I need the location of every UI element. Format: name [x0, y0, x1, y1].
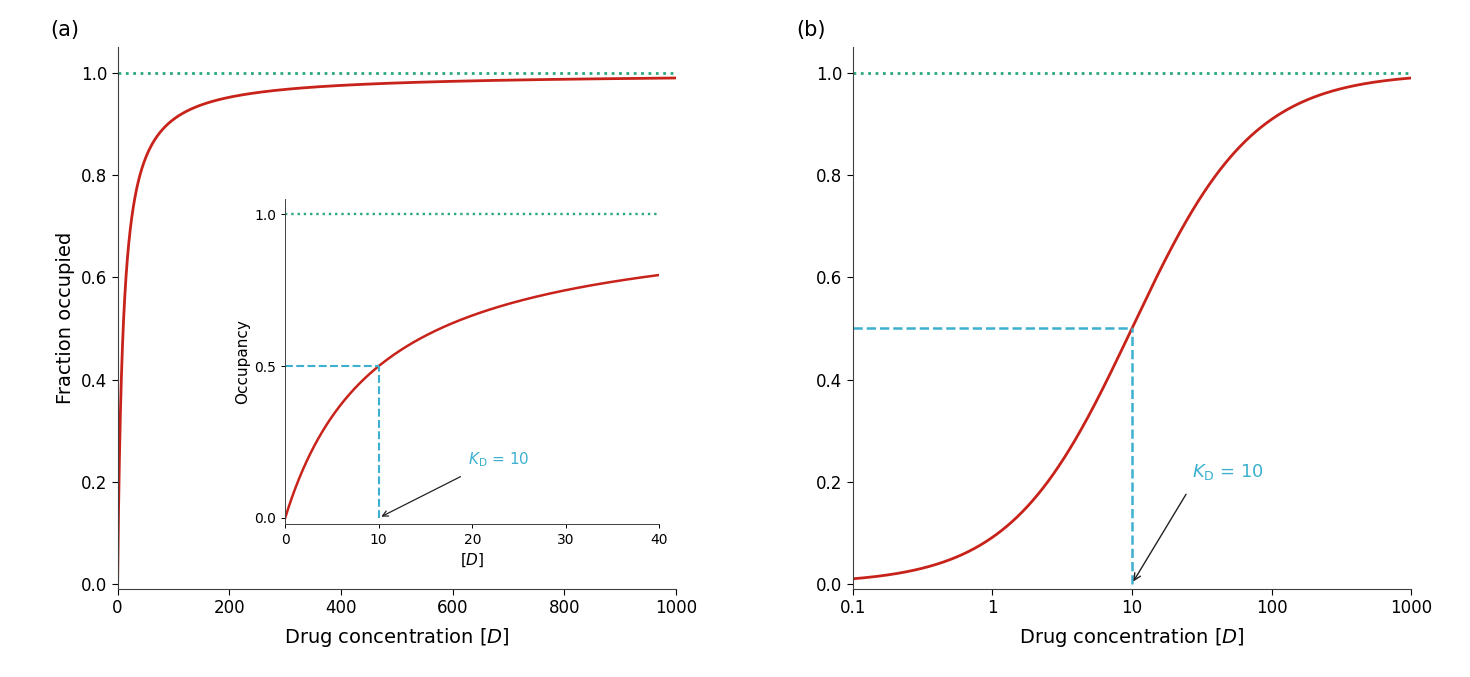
- X-axis label: Drug concentration [$D$]: Drug concentration [$D$]: [1019, 626, 1245, 649]
- Text: $K_\mathrm{D}$ = 10: $K_\mathrm{D}$ = 10: [1192, 462, 1264, 482]
- Text: (a): (a): [50, 20, 79, 41]
- Y-axis label: Fraction occupied: Fraction occupied: [56, 232, 75, 404]
- Text: (b): (b): [797, 20, 826, 41]
- X-axis label: Drug concentration [$D$]: Drug concentration [$D$]: [284, 626, 510, 649]
